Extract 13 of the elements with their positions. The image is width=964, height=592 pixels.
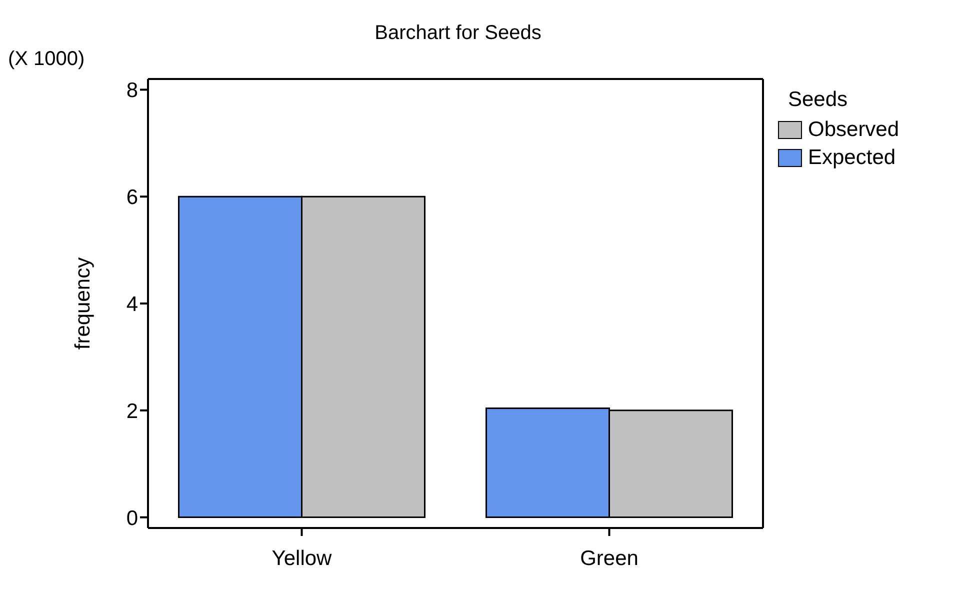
chart-title: Barchart for Seeds: [374, 22, 542, 45]
y-tick-label: 0: [126, 506, 138, 530]
x-tick-label: Green: [580, 546, 638, 570]
legend-label: Observed: [808, 118, 900, 142]
text: (X 1000): [8, 48, 85, 71]
y-tick-label: 6: [126, 186, 138, 210]
y-tick-label: 2: [126, 400, 138, 423]
y-axis-title: frequency: [71, 256, 94, 350]
x-tick-label: Yellow: [272, 546, 333, 570]
y-tick-label: 8: [126, 79, 138, 102]
y-tick-label: 4: [126, 292, 138, 316]
legend-label: Expected: [808, 146, 896, 170]
legend-title: Seeds: [788, 88, 849, 112]
